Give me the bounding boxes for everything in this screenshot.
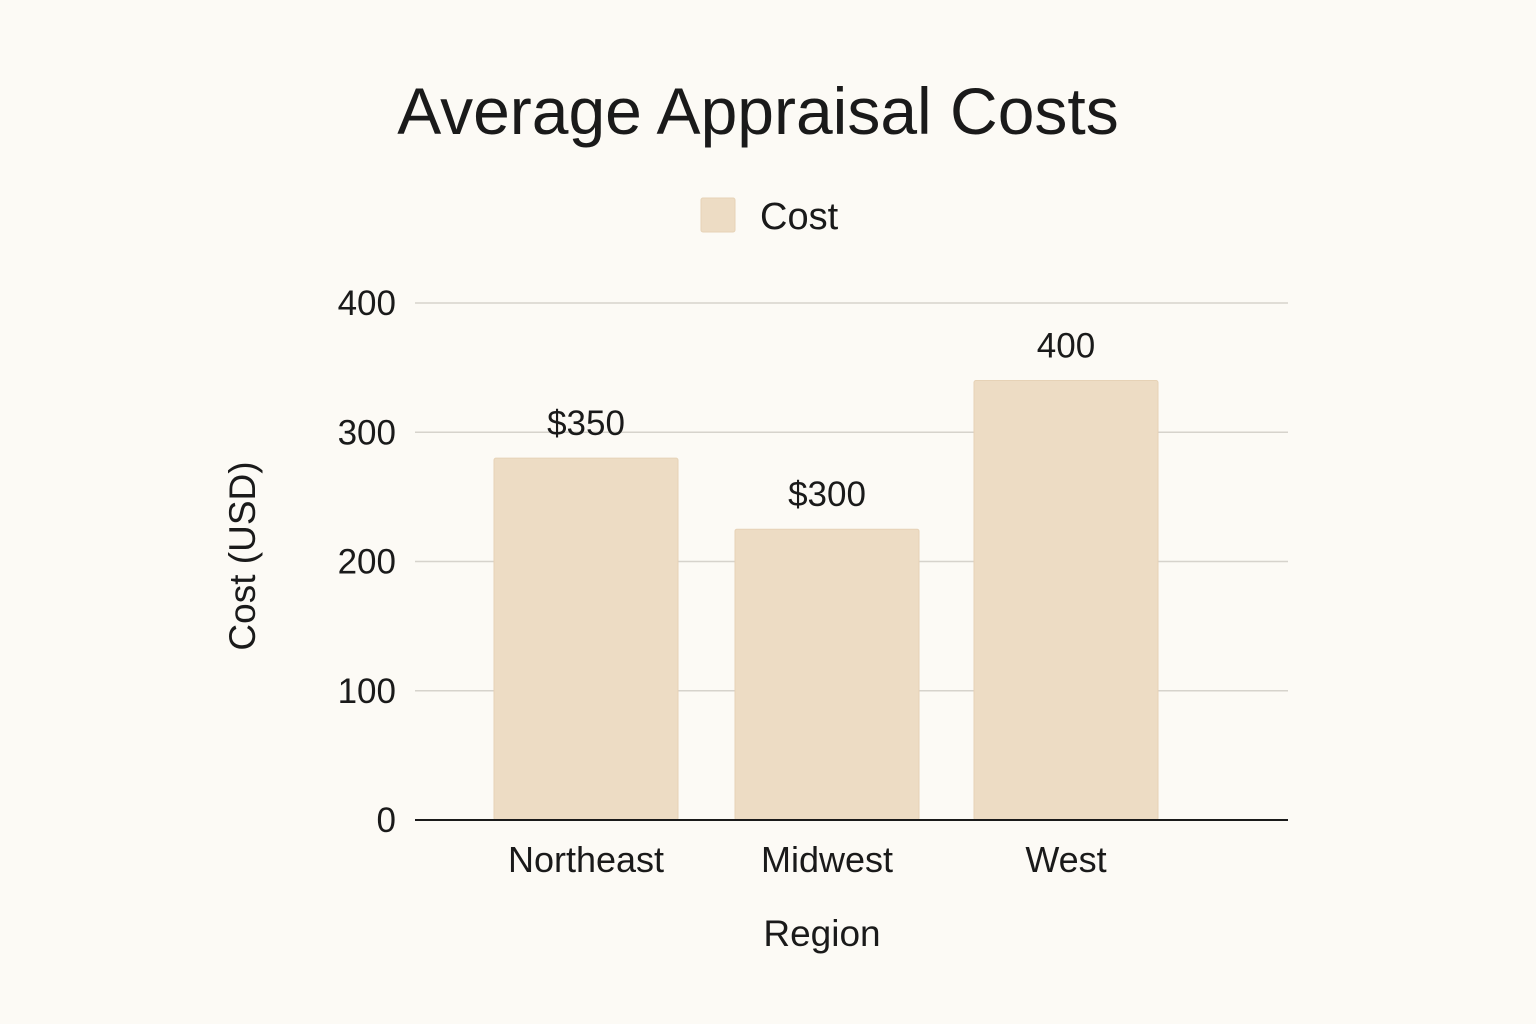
bar-northeast [493, 457, 679, 821]
x-axis-categories: Northeast Midwest West [508, 839, 1107, 880]
x-tick-label-midwest: Midwest [761, 839, 893, 880]
y-tick-label-100: 100 [338, 672, 396, 711]
data-label-northeast: $350 [547, 404, 625, 443]
bar-west [973, 380, 1159, 821]
legend-swatch-cost [700, 197, 736, 233]
y-tick-label-0: 0 [377, 801, 396, 840]
chart-title: Average Appraisal Costs [397, 74, 1119, 148]
bar-midwest [734, 528, 920, 821]
x-tick-label-northeast: Northeast [508, 839, 664, 880]
data-label-midwest: $300 [788, 475, 866, 514]
y-axis-ticks: 0 100 200 300 400 [338, 284, 396, 840]
y-tick-label-300: 300 [338, 413, 396, 452]
legend: Cost [700, 196, 839, 238]
x-axis-label: Region [763, 913, 880, 954]
x-tick-label-west: West [1025, 839, 1106, 880]
legend-label-cost: Cost [760, 196, 839, 238]
data-labels: $350 $300 400 [547, 327, 1095, 515]
bars [493, 380, 1159, 821]
y-tick-label-200: 200 [338, 543, 396, 582]
y-tick-label-400: 400 [338, 284, 396, 323]
y-axis-label: Cost (USD) [222, 461, 263, 650]
data-label-west: 400 [1037, 327, 1095, 366]
